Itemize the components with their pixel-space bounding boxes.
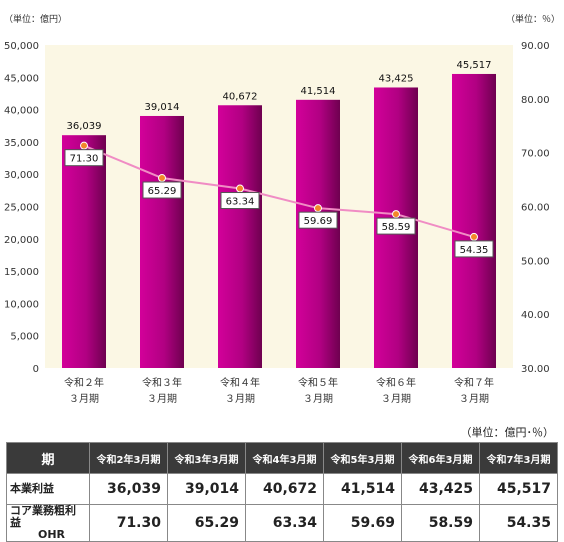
header-col: 令和6年3月期 (401, 442, 480, 474)
table-header-row: 期 令和2年3月期 令和3年3月期 令和4年3月期 令和5年3月期 令和6年3月… (6, 442, 558, 474)
table-cell: 41,514 (323, 473, 402, 505)
right-tick-label: 70.00 (521, 149, 550, 160)
left-axis-unit: （単位：億円） (4, 13, 67, 25)
ohr-label-box (142, 181, 182, 199)
row-label: コア業務粗利益 OHR (6, 504, 90, 542)
table-unit-label: （単位：億円･％） (460, 426, 555, 439)
right-tick-label: 90.00 (521, 41, 550, 52)
bar-value-label: 39,014 (145, 102, 180, 113)
ohr-label-box (64, 149, 104, 167)
header-col: 令和7年3月期 (479, 442, 558, 474)
table-cell: 58.59 (401, 504, 480, 542)
table-cell: 59.69 (323, 504, 402, 542)
left-tick-label: 50,000 (4, 41, 39, 52)
left-tick-label: 15,000 (4, 267, 39, 278)
ohr-value-label: 58.59 (382, 222, 411, 233)
ohr-value-label: 71.30 (70, 154, 99, 165)
left-tick-label: 30,000 (4, 170, 39, 181)
bar (140, 115, 184, 368)
table-row: 本業利益 36,039 39,014 40,672 41,514 43,425 … (6, 473, 558, 505)
right-tick-label: 30.00 (521, 364, 550, 375)
x-tick-label: ３月期 (459, 393, 489, 405)
right-tick-label: 60.00 (521, 203, 550, 214)
ohr-value-label: 65.29 (148, 186, 177, 197)
x-tick-label: 令和５年 (298, 376, 338, 389)
ohr-value-label: 59.69 (304, 216, 333, 227)
ohr-marker (470, 232, 478, 241)
right-tick-label: 80.00 (521, 95, 550, 106)
left-tick-label: 10,000 (4, 299, 39, 310)
ohr-line-series: 71.30 65.29 63.34 59.69 58.59 54.35 (64, 141, 494, 258)
table-cell: 63.34 (245, 504, 324, 542)
bar-value-label: 41,514 (301, 86, 336, 97)
table-cell: 43,425 (401, 473, 480, 505)
plot-area (45, 45, 513, 368)
left-tick-label: 35,000 (4, 138, 39, 149)
ohr-marker (236, 184, 244, 193)
bar-value-label: 40,672 (223, 91, 258, 102)
table-cell: 45,517 (479, 473, 558, 505)
ohr-label-box (298, 211, 338, 229)
table-cell: 36,039 (89, 473, 168, 505)
row-label-line: コア業務粗利益 (10, 504, 76, 529)
ohr-marker (392, 210, 400, 219)
bar-line-chart: （単位：億円） （単位：％） 0 5,000 10,000 15,000 20,000 2… (4, 13, 560, 405)
table-cell: 71.30 (89, 504, 168, 542)
left-tick-label: 0 (33, 364, 39, 375)
table-cell: 39,014 (167, 473, 246, 505)
right-axis-ticks: 30.00 40.00 50.00 60.00 70.00 80.00 90.00 (521, 41, 550, 375)
bar (218, 105, 262, 368)
x-tick-label: ３月期 (69, 393, 99, 405)
table-cell: 65.29 (167, 504, 246, 542)
x-tick-label: ３月期 (303, 393, 333, 405)
ohr-marker (314, 204, 322, 213)
right-tick-label: 50.00 (521, 256, 550, 267)
bar (452, 73, 496, 369)
table-cell: 54.35 (479, 504, 558, 542)
x-tick-label: 令和６年 (376, 376, 416, 389)
header-col: 令和5年3月期 (323, 442, 402, 474)
row-label-line: OHR (38, 528, 66, 541)
ohr-value-label: 63.34 (226, 197, 255, 208)
left-tick-label: 20,000 (4, 235, 39, 246)
left-tick-label: 45,000 (4, 73, 39, 84)
header-col: 令和4年3月期 (245, 442, 324, 474)
right-axis-unit: （単位：％） (506, 13, 560, 25)
left-tick-label: 25,000 (4, 203, 39, 214)
ohr-label-box (376, 217, 416, 235)
ohr-label-box (220, 192, 260, 210)
bar-value-label: 45,517 (457, 60, 492, 71)
ohr-marker (158, 174, 166, 183)
row-label: 本業利益 (6, 473, 90, 505)
right-tick-label: 40.00 (521, 310, 550, 321)
bar (62, 135, 106, 368)
left-axis-ticks: 0 5,000 10,000 15,000 20,000 25,000 30,000 35,0… (4, 41, 39, 375)
x-tick-label: 令和７年 (454, 376, 494, 389)
bar-value-labels: 36,039 39,014 40,672 41,514 43,425 45,517 (67, 60, 492, 132)
x-tick-label: 令和４年 (220, 376, 260, 389)
x-tick-label: ３月期 (381, 393, 411, 405)
ohr-label-box (454, 240, 494, 258)
ohr-value-label: 54.35 (460, 245, 489, 256)
x-tick-label: ３月期 (147, 393, 177, 405)
ohr-marker (80, 141, 88, 150)
table-cell: 40,672 (245, 473, 324, 505)
table-row: コア業務粗利益 OHR 71.30 65.29 63.34 59.69 58.5… (6, 504, 558, 542)
x-tick-label: 令和２年 (64, 376, 104, 389)
bar-value-label: 43,425 (379, 73, 414, 84)
bar-value-label: 36,039 (67, 121, 102, 132)
x-tick-label: 令和３年 (142, 376, 182, 389)
data-table: 期 令和2年3月期 令和3年3月期 令和4年3月期 令和5年3月期 令和6年3月… (6, 442, 558, 542)
header-col: 令和3年3月期 (167, 442, 246, 474)
x-axis-labels: 令和２年 ３月期 令和３年 ３月期 令和４年 ３月期 令和５年 ３月期 令和６年 ３月期 令和７年 ３… (64, 376, 494, 405)
left-tick-label: 40,000 (4, 106, 39, 117)
header-period: 期 (6, 442, 90, 474)
x-tick-label: ３月期 (225, 393, 255, 405)
header-col: 令和2年3月期 (89, 442, 168, 474)
left-tick-label: 5,000 (10, 332, 39, 343)
bar (296, 99, 340, 369)
